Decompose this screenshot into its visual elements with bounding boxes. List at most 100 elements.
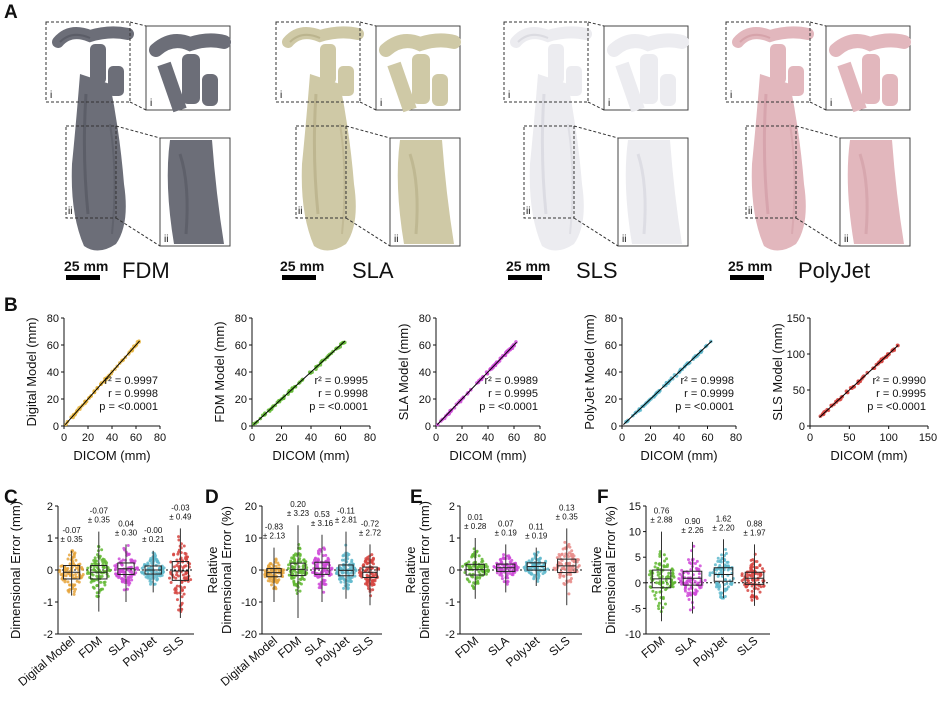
data-point [568,561,572,565]
inset-body [625,140,682,244]
panel-letter-b: B [4,295,18,316]
data-point [476,566,480,570]
data-point [754,566,758,570]
data-point [341,554,345,558]
data-point [372,583,376,587]
y-axis-label: Dimensional Error (%) [219,506,234,634]
scale-label: 25 mm [280,258,325,274]
data-point [664,575,668,579]
data-point [75,566,79,570]
data-point [126,543,130,547]
data-point [122,546,126,550]
data-point [63,580,67,584]
y-tick-label: 0 [635,578,641,590]
inset-label: i [608,98,610,109]
data-point [155,577,159,581]
sd-label: ± 0.35 [88,516,111,525]
data-point [500,567,504,571]
data-point [358,573,362,577]
sd-label: ± 0.35 [61,535,84,544]
inset-selection-box [295,125,347,219]
y-tick-label: 10 [245,533,257,545]
data-point [292,557,296,561]
data-point [177,608,181,612]
data-point [330,567,334,571]
scale-bar [66,275,100,280]
data-point [341,575,345,579]
data-point [558,575,562,579]
inset-selection-box [45,21,131,103]
data-point [168,576,172,580]
data-point [658,563,662,567]
data-point [150,570,154,574]
data-point [66,557,70,561]
data-point [679,579,683,583]
data-point [269,562,273,566]
data-point [83,399,87,404]
data-point [671,572,675,576]
sd-label: ± 0.49 [169,512,192,521]
data-point [719,560,723,564]
model-shading [339,123,346,235]
data-point [575,560,579,564]
connector-line [359,21,377,27]
model-name-polyjet: PolyJet [798,258,871,283]
y-tick-label: 0 [53,421,59,433]
data-point [65,567,69,571]
stat-label: r = 0.9998 [108,388,158,400]
model-vessel-branch [548,44,564,84]
data-point [756,587,760,591]
y-axis-label: SLA Model (mm) [396,324,411,421]
scale-bar-group-sls: 25 mm [506,258,550,280]
data-point [757,584,761,588]
data-point [746,579,750,583]
stat-label: r² = 0.9998 [680,375,734,387]
connector-line [345,217,391,247]
data-point [177,538,181,542]
x-tick-label: 0 [807,432,813,444]
data-point [686,571,690,575]
model-shading [289,33,321,43]
x-tick-label: 60 [508,432,520,444]
data-point [680,568,684,572]
data-point [475,580,479,584]
data-point [756,578,760,582]
stat-label: p = <0.0001 [675,401,734,413]
data-point [274,564,278,568]
data-point [346,587,350,591]
inset-label: i [830,98,832,109]
model-vessel-branch [338,66,354,96]
sd-label: ± 2.88 [650,516,673,525]
data-point [671,582,675,586]
data-point [654,590,658,594]
data-point [339,580,343,584]
data-point [175,598,179,602]
data-point [664,565,668,569]
y-tick-label: 0 [241,421,247,433]
data-point [751,578,755,582]
data-point [153,552,157,556]
model-shading [540,93,548,215]
model-shading [789,123,796,235]
data-point [185,576,189,580]
data-point [74,572,78,576]
x-tick-label: 0 [433,432,439,444]
data-point [95,584,99,588]
data-point [538,557,542,561]
data-point [746,589,750,593]
scale-bar [508,275,542,280]
data-point [156,559,160,563]
data-point [561,547,565,551]
category-label: SLS [546,634,572,659]
data-point [477,570,481,574]
data-point [366,561,370,565]
inset-vessel [379,33,461,57]
sd-label: ± 3.16 [311,519,334,528]
data-point [724,547,728,551]
model-vessel-branch [788,66,804,96]
inset-label: ii [68,206,72,217]
